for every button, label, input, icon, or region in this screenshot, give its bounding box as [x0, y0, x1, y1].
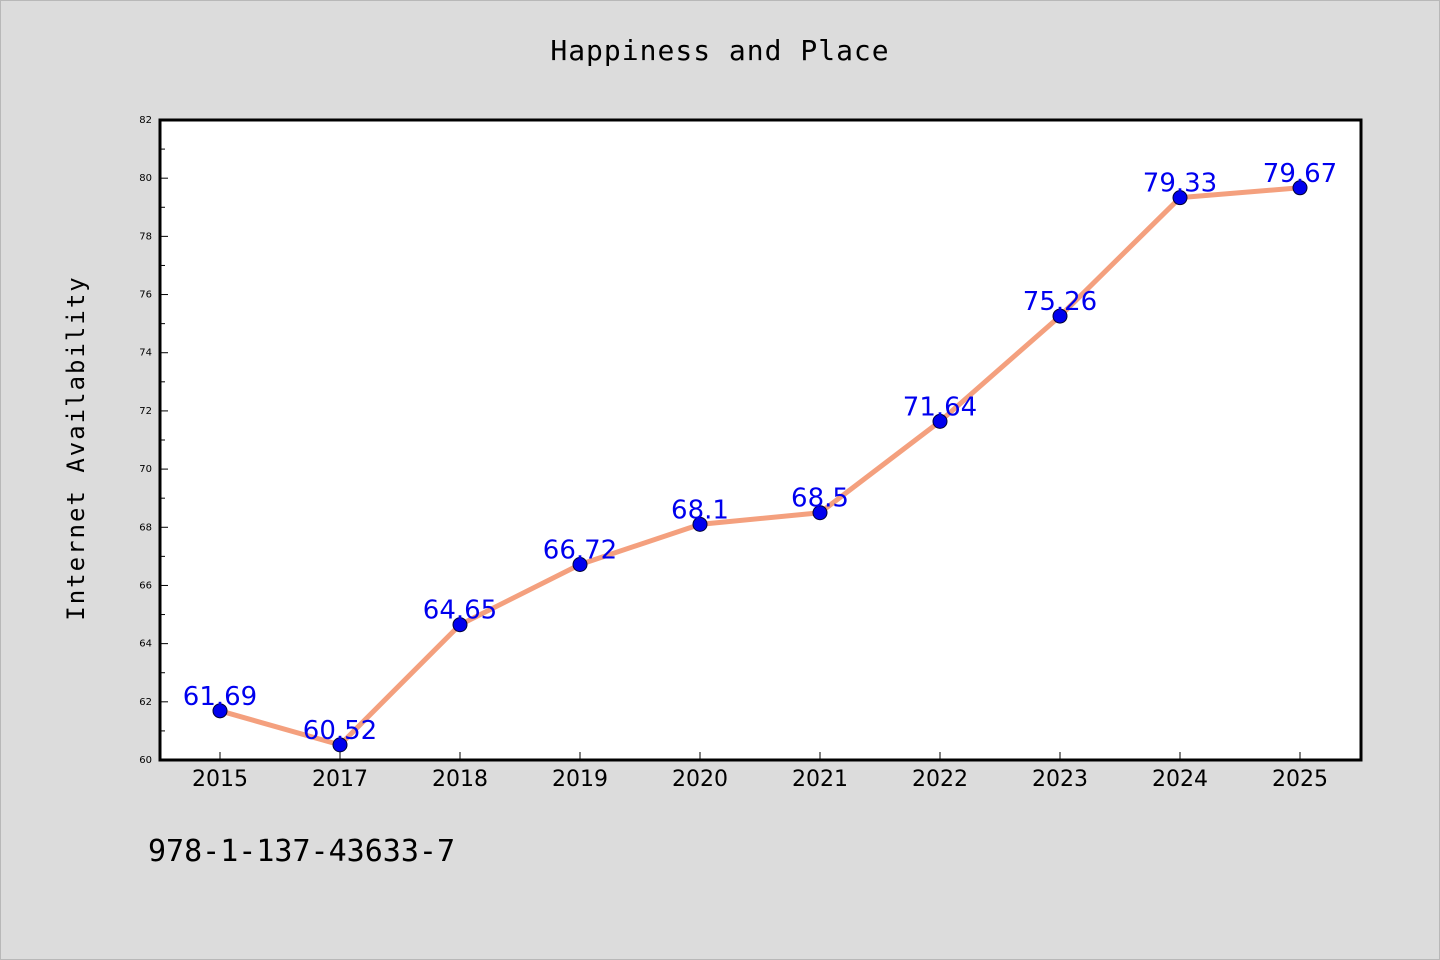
data-label: 61.69 [183, 682, 257, 712]
y-tick-label: 72 [139, 406, 152, 417]
y-tick-label: 70 [139, 464, 152, 475]
x-tick-label: 2021 [792, 767, 848, 792]
data-point [692, 516, 708, 532]
x-tick-label: 2024 [1152, 767, 1208, 792]
data-point [1292, 180, 1308, 196]
data-point [1172, 190, 1188, 206]
data-point [812, 505, 828, 521]
x-tick-label: 2019 [552, 767, 608, 792]
x-tick-label: 2018 [432, 767, 488, 792]
y-tick-label: 60 [139, 755, 152, 766]
data-point [452, 617, 468, 633]
data-point [572, 557, 588, 573]
x-tick-label: 2023 [1032, 767, 1088, 792]
data-label: 68.5 [791, 484, 849, 514]
y-tick-label: 80 [139, 173, 152, 184]
y-tick-label: 76 [139, 290, 152, 301]
y-tick-label: 68 [139, 522, 152, 533]
data-point [1052, 308, 1068, 324]
x-tick-label: 2020 [672, 767, 728, 792]
y-tick-label: 62 [139, 697, 152, 708]
y-tick-label: 74 [139, 348, 152, 359]
data-point [212, 703, 228, 719]
data-label: 71.64 [903, 392, 977, 422]
data-point [932, 413, 948, 429]
data-label: 66.72 [543, 536, 617, 566]
x-tick-label: 2022 [912, 767, 968, 792]
data-label: 75.26 [1023, 287, 1097, 317]
plot-area [158, 118, 1363, 762]
y-tick-label: 82 [139, 115, 152, 126]
data-label: 68.1 [671, 495, 729, 525]
isbn-code: 978-1-137-43633-7 [148, 834, 456, 869]
x-tick-label: 2025 [1272, 767, 1328, 792]
y-tick-label: 64 [139, 639, 152, 650]
x-tick-label: 2015 [192, 767, 248, 792]
y-tick-label: 66 [139, 580, 152, 591]
x-tick-label: 2017 [312, 767, 368, 792]
data-point [332, 737, 348, 753]
data-label: 64.65 [423, 596, 497, 626]
data-label: 60.52 [303, 716, 377, 746]
series-line [217, 185, 1303, 748]
y-tick-label: 78 [139, 231, 152, 242]
chart-title: Happiness and Place [550, 34, 890, 67]
data-label: 79.33 [1143, 169, 1217, 199]
data-label: 79.67 [1263, 159, 1337, 189]
